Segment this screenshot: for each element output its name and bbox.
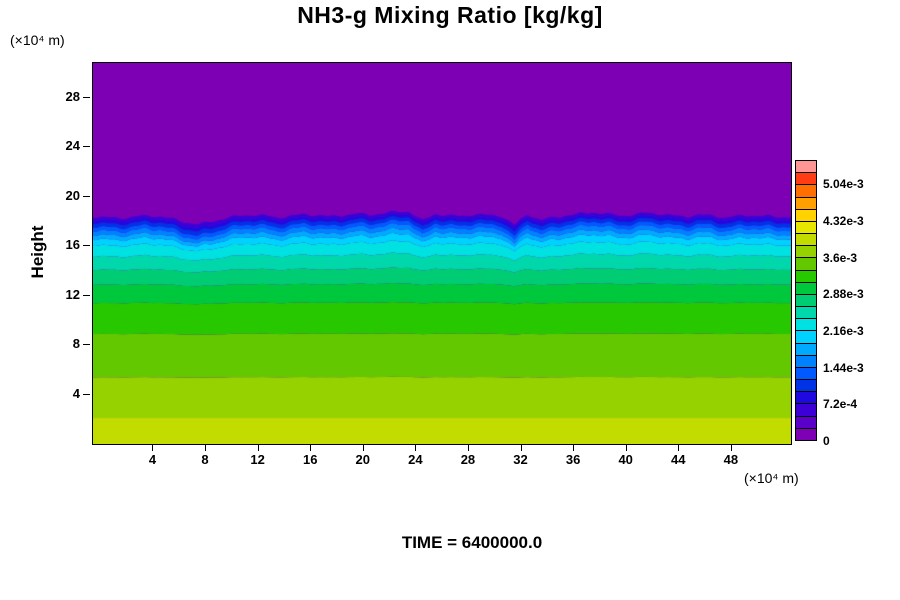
colorbar-segment [796, 233, 816, 246]
x-tick-mark [205, 445, 207, 451]
colorbar-tick-label: 2.16e-3 [823, 324, 864, 339]
colorbar-segment [796, 161, 816, 173]
x-tick-mark [310, 445, 312, 451]
colorbar-segment [796, 245, 816, 258]
heatmap-field [92, 62, 792, 445]
colorbar [795, 160, 817, 441]
colorbar-segment [796, 342, 816, 355]
x-tick-label: 44 [671, 452, 686, 467]
x-tick-mark [520, 445, 522, 451]
x-axis-units-label: (×10⁴ m) [744, 470, 799, 486]
colorbar-tick-label: 3.6e-3 [823, 250, 858, 265]
y-tick-mark [83, 245, 90, 247]
x-tick-label: 8 [201, 452, 209, 467]
x-tick-mark [257, 445, 259, 451]
y-tick-mark [83, 195, 90, 197]
y-tick-label: 4 [72, 385, 80, 401]
colorbar-segment [796, 330, 816, 343]
y-tick-label: 24 [65, 138, 80, 154]
colorbar-tick-label: 7.2e-4 [823, 397, 858, 412]
colorbar-segment [796, 379, 816, 392]
x-tick-label: 32 [513, 452, 528, 467]
y-tick-mark [83, 393, 90, 395]
colorbar-tick-label: 2.88e-3 [823, 287, 864, 302]
x-tick-label: 36 [565, 452, 581, 467]
x-tick-label: 40 [618, 452, 633, 467]
y-tick-label: 16 [65, 237, 80, 253]
y-tick-mark [83, 344, 90, 346]
colorbar-segment [796, 269, 816, 282]
y-tick-mark [83, 96, 90, 98]
y-tick-label: 12 [65, 286, 80, 302]
x-tick-label: 4 [148, 452, 157, 467]
y-axis-units-label: (×10⁴ m) [10, 32, 65, 48]
y-tick-mark [83, 294, 90, 296]
x-tick-mark [573, 445, 575, 451]
colorbar-segment [796, 354, 816, 367]
colorbar-segment [796, 306, 816, 319]
time-annotation: TIME = 6400000.0 [401, 533, 543, 552]
x-tick-label: 24 [408, 452, 423, 467]
colorbar-segment [796, 366, 816, 380]
y-tick-label: 28 [65, 88, 80, 104]
y-tick-label: 20 [65, 187, 80, 203]
x-tick-mark [362, 445, 364, 451]
x-tick-mark [678, 445, 680, 451]
chart-title: NH3-g Mixing Ratio [kg/kg] [297, 2, 603, 28]
colorbar-tick-label: 4.32e-3 [823, 214, 864, 229]
x-tick-mark [730, 445, 732, 451]
colorbar-segment [796, 403, 816, 416]
colorbar-segment [796, 281, 816, 294]
colorbar-segment [796, 196, 816, 209]
colorbar-segment [796, 427, 816, 440]
x-tick-label: 20 [355, 452, 371, 467]
colorbar-labels: 0 7.2e-4 1.44e-3 2.16e-3 2.88e-3 3.6e-3 4.32e-… [823, 160, 893, 448]
y-tick-label: 8 [72, 336, 80, 352]
colorbar-segment [796, 293, 816, 307]
x-tick-label: 16 [302, 452, 318, 467]
colorbar-tick-label: 1.44e-3 [823, 360, 864, 375]
colorbar-tick-label: 0 [823, 434, 830, 448]
x-tick-label: 28 [460, 452, 476, 467]
colorbar-segment [796, 172, 816, 185]
x-tick-mark [152, 445, 154, 451]
colorbar-segment [796, 257, 816, 270]
colorbar-segment [796, 391, 816, 404]
y-tick-mark [83, 146, 90, 148]
x-tick-mark [625, 445, 627, 451]
colorbar-segment [796, 220, 816, 234]
x-tick-mark [415, 445, 417, 451]
x-tick-mark [467, 445, 469, 451]
colorbar-segment [796, 208, 816, 221]
colorbar-segment [796, 415, 816, 428]
colorbar-segment [796, 318, 816, 331]
colorbar-tick-label: 5.04e-3 [823, 177, 864, 192]
x-tick-label: 48 [723, 452, 739, 467]
colorbar-segment [796, 184, 816, 197]
x-tick-label: 12 [250, 452, 265, 467]
